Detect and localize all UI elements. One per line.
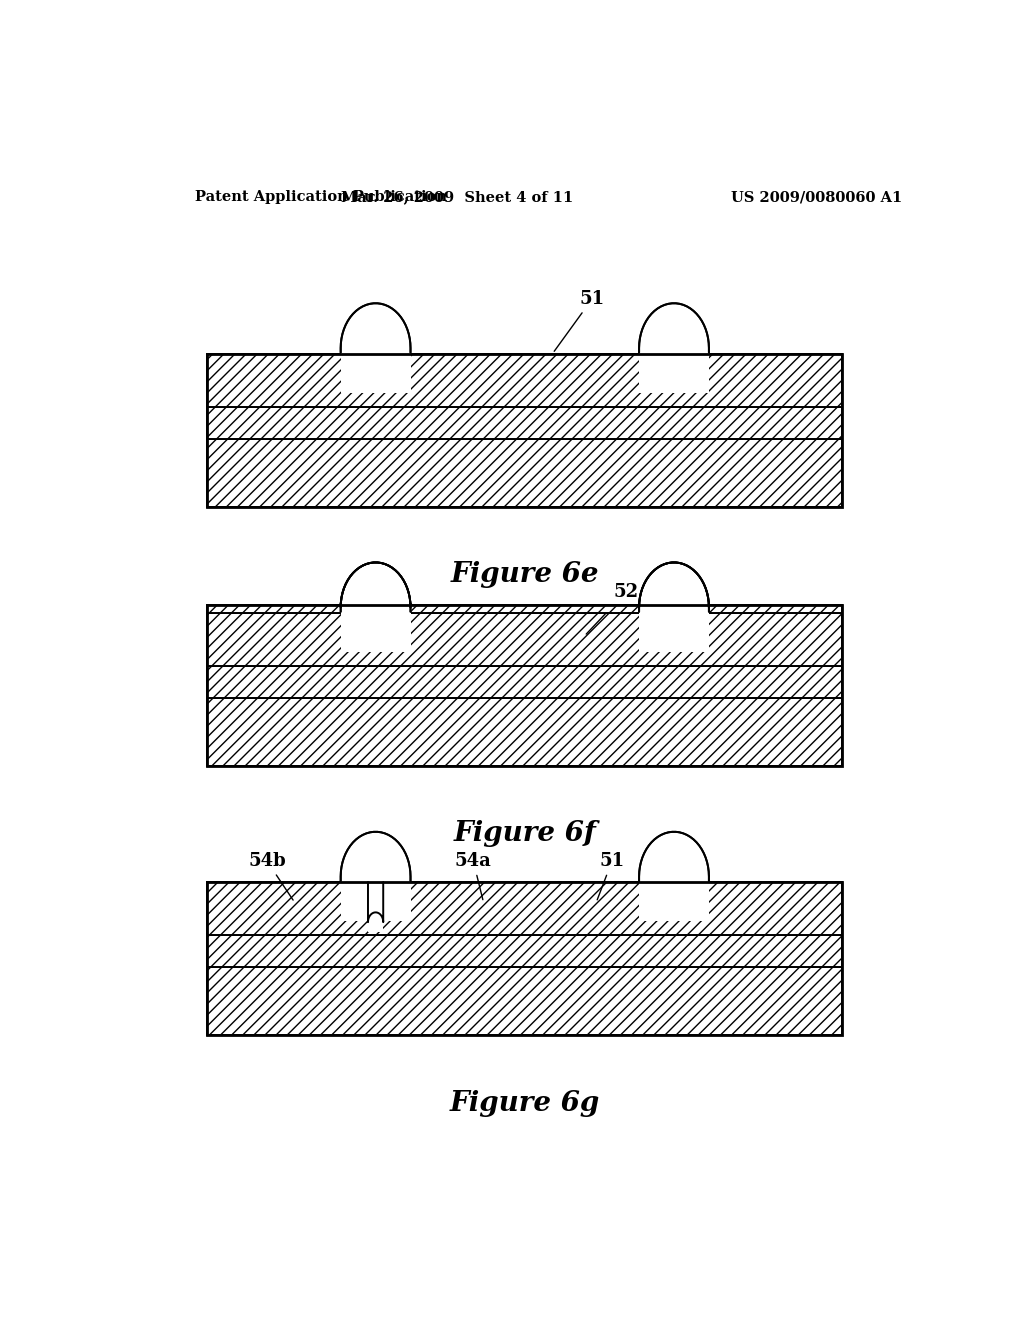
Text: Figure 6e: Figure 6e: [451, 561, 599, 589]
Polygon shape: [341, 562, 411, 607]
Bar: [207, 936, 843, 968]
Bar: [207, 612, 843, 667]
Text: Figure 6f: Figure 6f: [454, 820, 596, 847]
Polygon shape: [639, 832, 709, 880]
Bar: [207, 605, 843, 612]
Bar: [341, 352, 411, 392]
Text: Patent Application Publication: Patent Application Publication: [196, 190, 447, 205]
Polygon shape: [639, 304, 709, 352]
Bar: [639, 603, 709, 652]
Bar: [207, 968, 843, 1035]
Polygon shape: [639, 562, 709, 607]
Bar: [207, 605, 843, 766]
Polygon shape: [341, 832, 411, 880]
Text: Figure 6g: Figure 6g: [450, 1089, 600, 1117]
Polygon shape: [368, 882, 383, 923]
Polygon shape: [341, 304, 411, 352]
Bar: [207, 440, 843, 507]
Bar: [639, 352, 709, 392]
Bar: [207, 407, 843, 440]
Text: 51: 51: [597, 851, 625, 900]
Bar: [639, 880, 709, 921]
Polygon shape: [341, 562, 411, 611]
Text: 52: 52: [586, 582, 639, 634]
Bar: [207, 354, 843, 507]
Bar: [207, 882, 843, 1035]
Bar: [341, 603, 411, 652]
Bar: [341, 880, 411, 921]
Bar: [207, 698, 843, 766]
Bar: [368, 882, 383, 932]
Text: US 2009/0080060 A1: US 2009/0080060 A1: [731, 190, 902, 205]
Text: 54b: 54b: [248, 851, 293, 900]
Polygon shape: [639, 562, 709, 611]
Bar: [639, 611, 709, 652]
Bar: [341, 611, 411, 652]
Text: Mar. 26, 2009  Sheet 4 of 11: Mar. 26, 2009 Sheet 4 of 11: [341, 190, 573, 205]
Text: 51: 51: [554, 290, 605, 351]
Bar: [207, 667, 843, 698]
Bar: [207, 882, 843, 936]
Text: 54a: 54a: [455, 851, 492, 900]
Bar: [207, 354, 843, 407]
